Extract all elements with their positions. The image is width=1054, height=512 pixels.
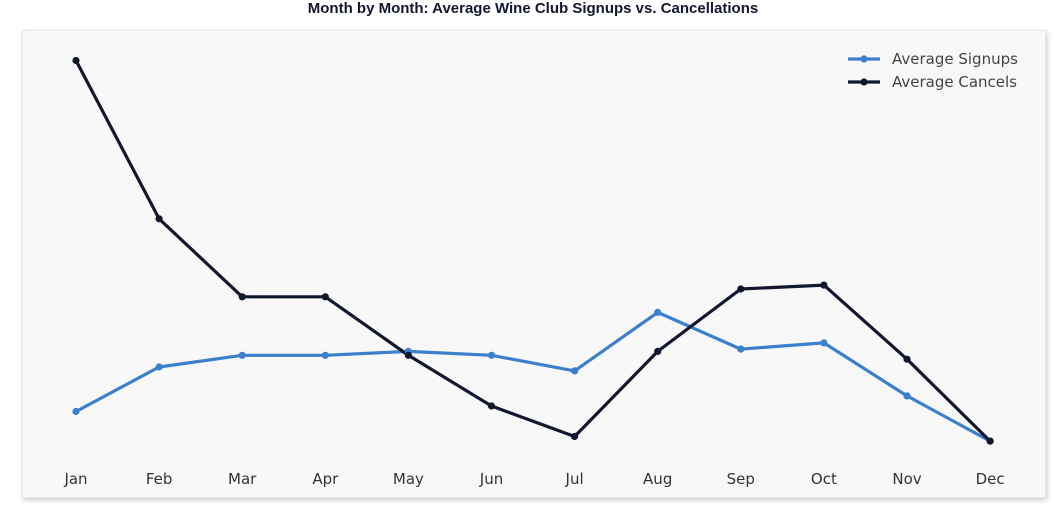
average-cancels-point-aug <box>654 347 662 355</box>
average-cancels-point-mar <box>238 293 246 301</box>
series-points <box>72 56 994 445</box>
x-tick-label-sep: Sep <box>727 470 755 488</box>
legend-label-average-cancels: Average Cancels <box>892 73 1017 91</box>
average-cancels-point-oct <box>820 281 828 289</box>
x-tick-label-dec: Dec <box>976 470 1005 488</box>
average-cancels-point-jun <box>487 402 496 410</box>
x-tick-label-nov: Nov <box>892 470 921 488</box>
x-tick-label-jun: Jun <box>479 470 503 488</box>
average-signups-point-oct <box>820 339 828 347</box>
chart-title: Month by Month: Average Wine Club Signup… <box>307 0 759 17</box>
average-cancels-point-feb <box>155 215 163 223</box>
legend: Average Signups Average Cancels <box>848 50 1018 91</box>
average-signups-point-jan <box>72 407 80 416</box>
legend-label-average-signups: Average Signups <box>892 50 1018 68</box>
average-signups-point-jun <box>487 351 496 359</box>
x-tick-label-jul: Jul <box>565 470 584 488</box>
average-signups-point-aug <box>654 308 662 316</box>
average-cancels-point-jan <box>72 56 80 65</box>
legend-marker-average-cancels <box>860 78 868 86</box>
average-cancels-point-nov <box>903 355 911 363</box>
average-signups-line <box>74 310 992 443</box>
average-signups-point-sep <box>737 345 745 353</box>
average-signups-point-apr <box>321 351 329 359</box>
average-cancels-point-dec <box>986 437 994 445</box>
average-cancels-line <box>74 58 992 443</box>
legend-marker-average-signups <box>860 55 868 63</box>
average-signups-point-mar <box>238 351 246 359</box>
series-lines <box>74 58 992 443</box>
average-signups-point-feb <box>155 363 163 371</box>
average-cancels-point-jul <box>571 432 579 441</box>
average-cancels-point-apr <box>321 293 329 301</box>
x-tick-label-apr: Apr <box>312 470 339 488</box>
x-tick-label-aug: Aug <box>643 470 672 488</box>
x-tick-label-feb: Feb <box>146 470 173 488</box>
x-tick-label-may: May <box>393 470 424 488</box>
average-signups-point-jul <box>571 367 579 375</box>
average-cancels-point-sep <box>737 285 745 293</box>
x-tick-label-mar: Mar <box>228 470 257 488</box>
average-cancels-point-may <box>404 351 412 359</box>
average-signups-point-nov <box>903 392 911 400</box>
x-axis-tick-labels: Jan Feb Mar Apr May Jun Jul Aug Sep Oct Nov Dec <box>63 470 1004 488</box>
x-tick-label-oct: Oct <box>811 470 837 488</box>
x-tick-label-jan: Jan <box>63 470 87 488</box>
